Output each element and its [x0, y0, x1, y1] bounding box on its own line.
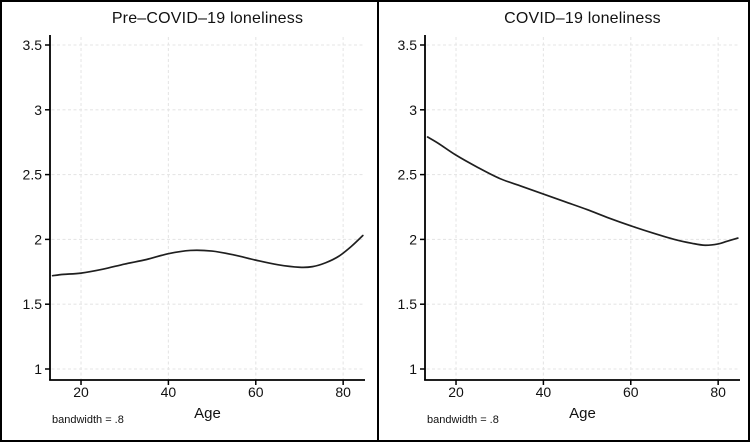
y-tick-label: 3.5 [23, 37, 43, 53]
tick-labels: 1 1.5 2 2.5 3 3.5 20 40 60 80 [398, 37, 727, 400]
x-tick-label: 60 [623, 384, 639, 400]
bandwidth-note-right: bandwidth = .8 [427, 414, 499, 426]
y-tick-label: 2.5 [398, 167, 418, 183]
x-axis-label-left: Age [194, 405, 221, 422]
y-tick-label: 2.5 [23, 167, 43, 183]
y-tick-label: 1.5 [23, 296, 43, 312]
x-tick-label: 60 [248, 384, 264, 400]
y-tick-label: 1.5 [398, 296, 418, 312]
x-tick-label: 80 [710, 384, 726, 400]
panel-covid: 1 1.5 2 2.5 3 3.5 20 40 60 80 [398, 35, 740, 400]
x-tick-label: 40 [536, 384, 552, 400]
axes [49, 35, 365, 381]
x-tick-label: 20 [448, 384, 464, 400]
x-tick-label: 20 [73, 384, 89, 400]
y-tick-label: 3 [34, 102, 42, 118]
tick-labels: 1 1.5 2 2.5 3 3.5 20 40 60 80 [23, 37, 352, 400]
x-axis-label-right: Age [569, 405, 596, 422]
y-tick-label: 3.5 [398, 37, 418, 53]
gridlines [426, 37, 740, 379]
panel-title-covid: COVID–19 loneliness [504, 10, 661, 27]
x-tick-label: 40 [161, 384, 177, 400]
ticks [420, 44, 719, 385]
y-tick-label: 2 [34, 231, 42, 247]
ticks [45, 44, 344, 385]
panel-pre-covid: 1 1.5 2 2.5 3 3.5 20 40 60 80 [23, 35, 365, 400]
y-tick-label: 1 [409, 361, 417, 377]
lowess-curve [426, 136, 739, 247]
y-tick-label: 3 [409, 102, 417, 118]
axes [424, 35, 740, 381]
y-tick-label: 2 [409, 231, 417, 247]
panel-title-pre-covid: Pre–COVID–19 loneliness [111, 10, 304, 27]
bandwidth-note-left: bandwidth = .8 [52, 414, 124, 426]
lowess-curve [51, 234, 364, 277]
x-tick-label: 80 [335, 384, 351, 400]
y-tick-label: 1 [34, 361, 42, 377]
gridlines [51, 37, 365, 379]
